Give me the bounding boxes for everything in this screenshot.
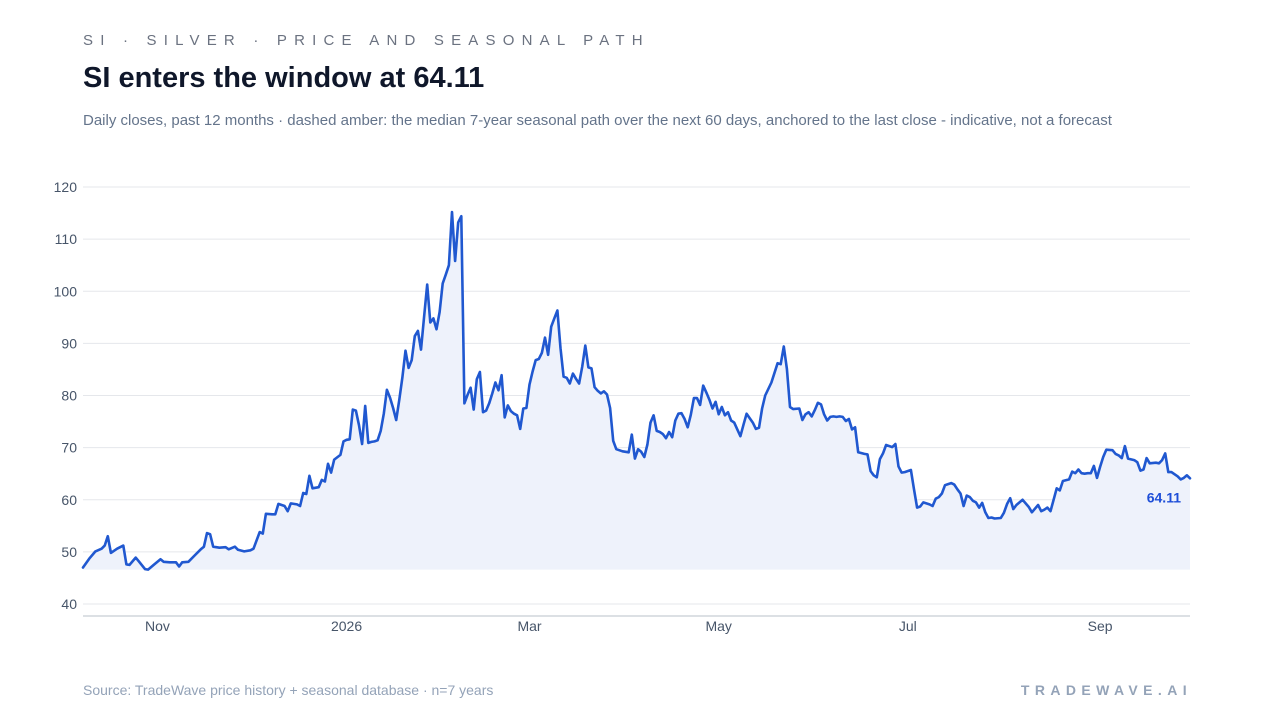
brand-logo: TRADEWAVE.AI <box>1020 682 1192 698</box>
x-tick-label: May <box>705 618 731 634</box>
x-tick-label: Jul <box>899 618 917 634</box>
x-tick-label: Mar <box>517 618 541 634</box>
x-axis: Nov 2026 Mar May Jul Sep <box>145 618 1113 634</box>
y-axis: 40 50 60 70 80 90 100 110 120 <box>54 179 78 612</box>
last-close-label: 64.11 <box>1147 489 1181 505</box>
chart-eyebrow: SI · SILVER · PRICE AND SEASONAL PATH <box>83 32 650 49</box>
y-tick-label: 80 <box>61 388 77 404</box>
x-tick-label: Nov <box>145 618 170 634</box>
source-note: Source: TradeWave price history + season… <box>83 682 494 698</box>
price-area-fill <box>83 212 1190 570</box>
chart-subtitle: Daily closes, past 12 months · dashed am… <box>83 112 1112 129</box>
y-tick-label: 100 <box>54 283 78 299</box>
y-tick-label: 90 <box>61 335 77 351</box>
y-tick-label: 110 <box>55 231 78 247</box>
y-tick-label: 120 <box>54 179 78 195</box>
y-tick-label: 60 <box>61 492 77 508</box>
y-tick-label: 40 <box>61 596 77 612</box>
y-tick-label: 50 <box>61 544 77 560</box>
y-tick-label: 70 <box>61 440 77 456</box>
chart-title: SI enters the window at 64.11 <box>83 62 485 94</box>
x-tick-label: Sep <box>1088 618 1113 634</box>
x-tick-label: 2026 <box>331 618 362 634</box>
price-line <box>81 210 1192 571</box>
grid-lines <box>83 186 1190 605</box>
